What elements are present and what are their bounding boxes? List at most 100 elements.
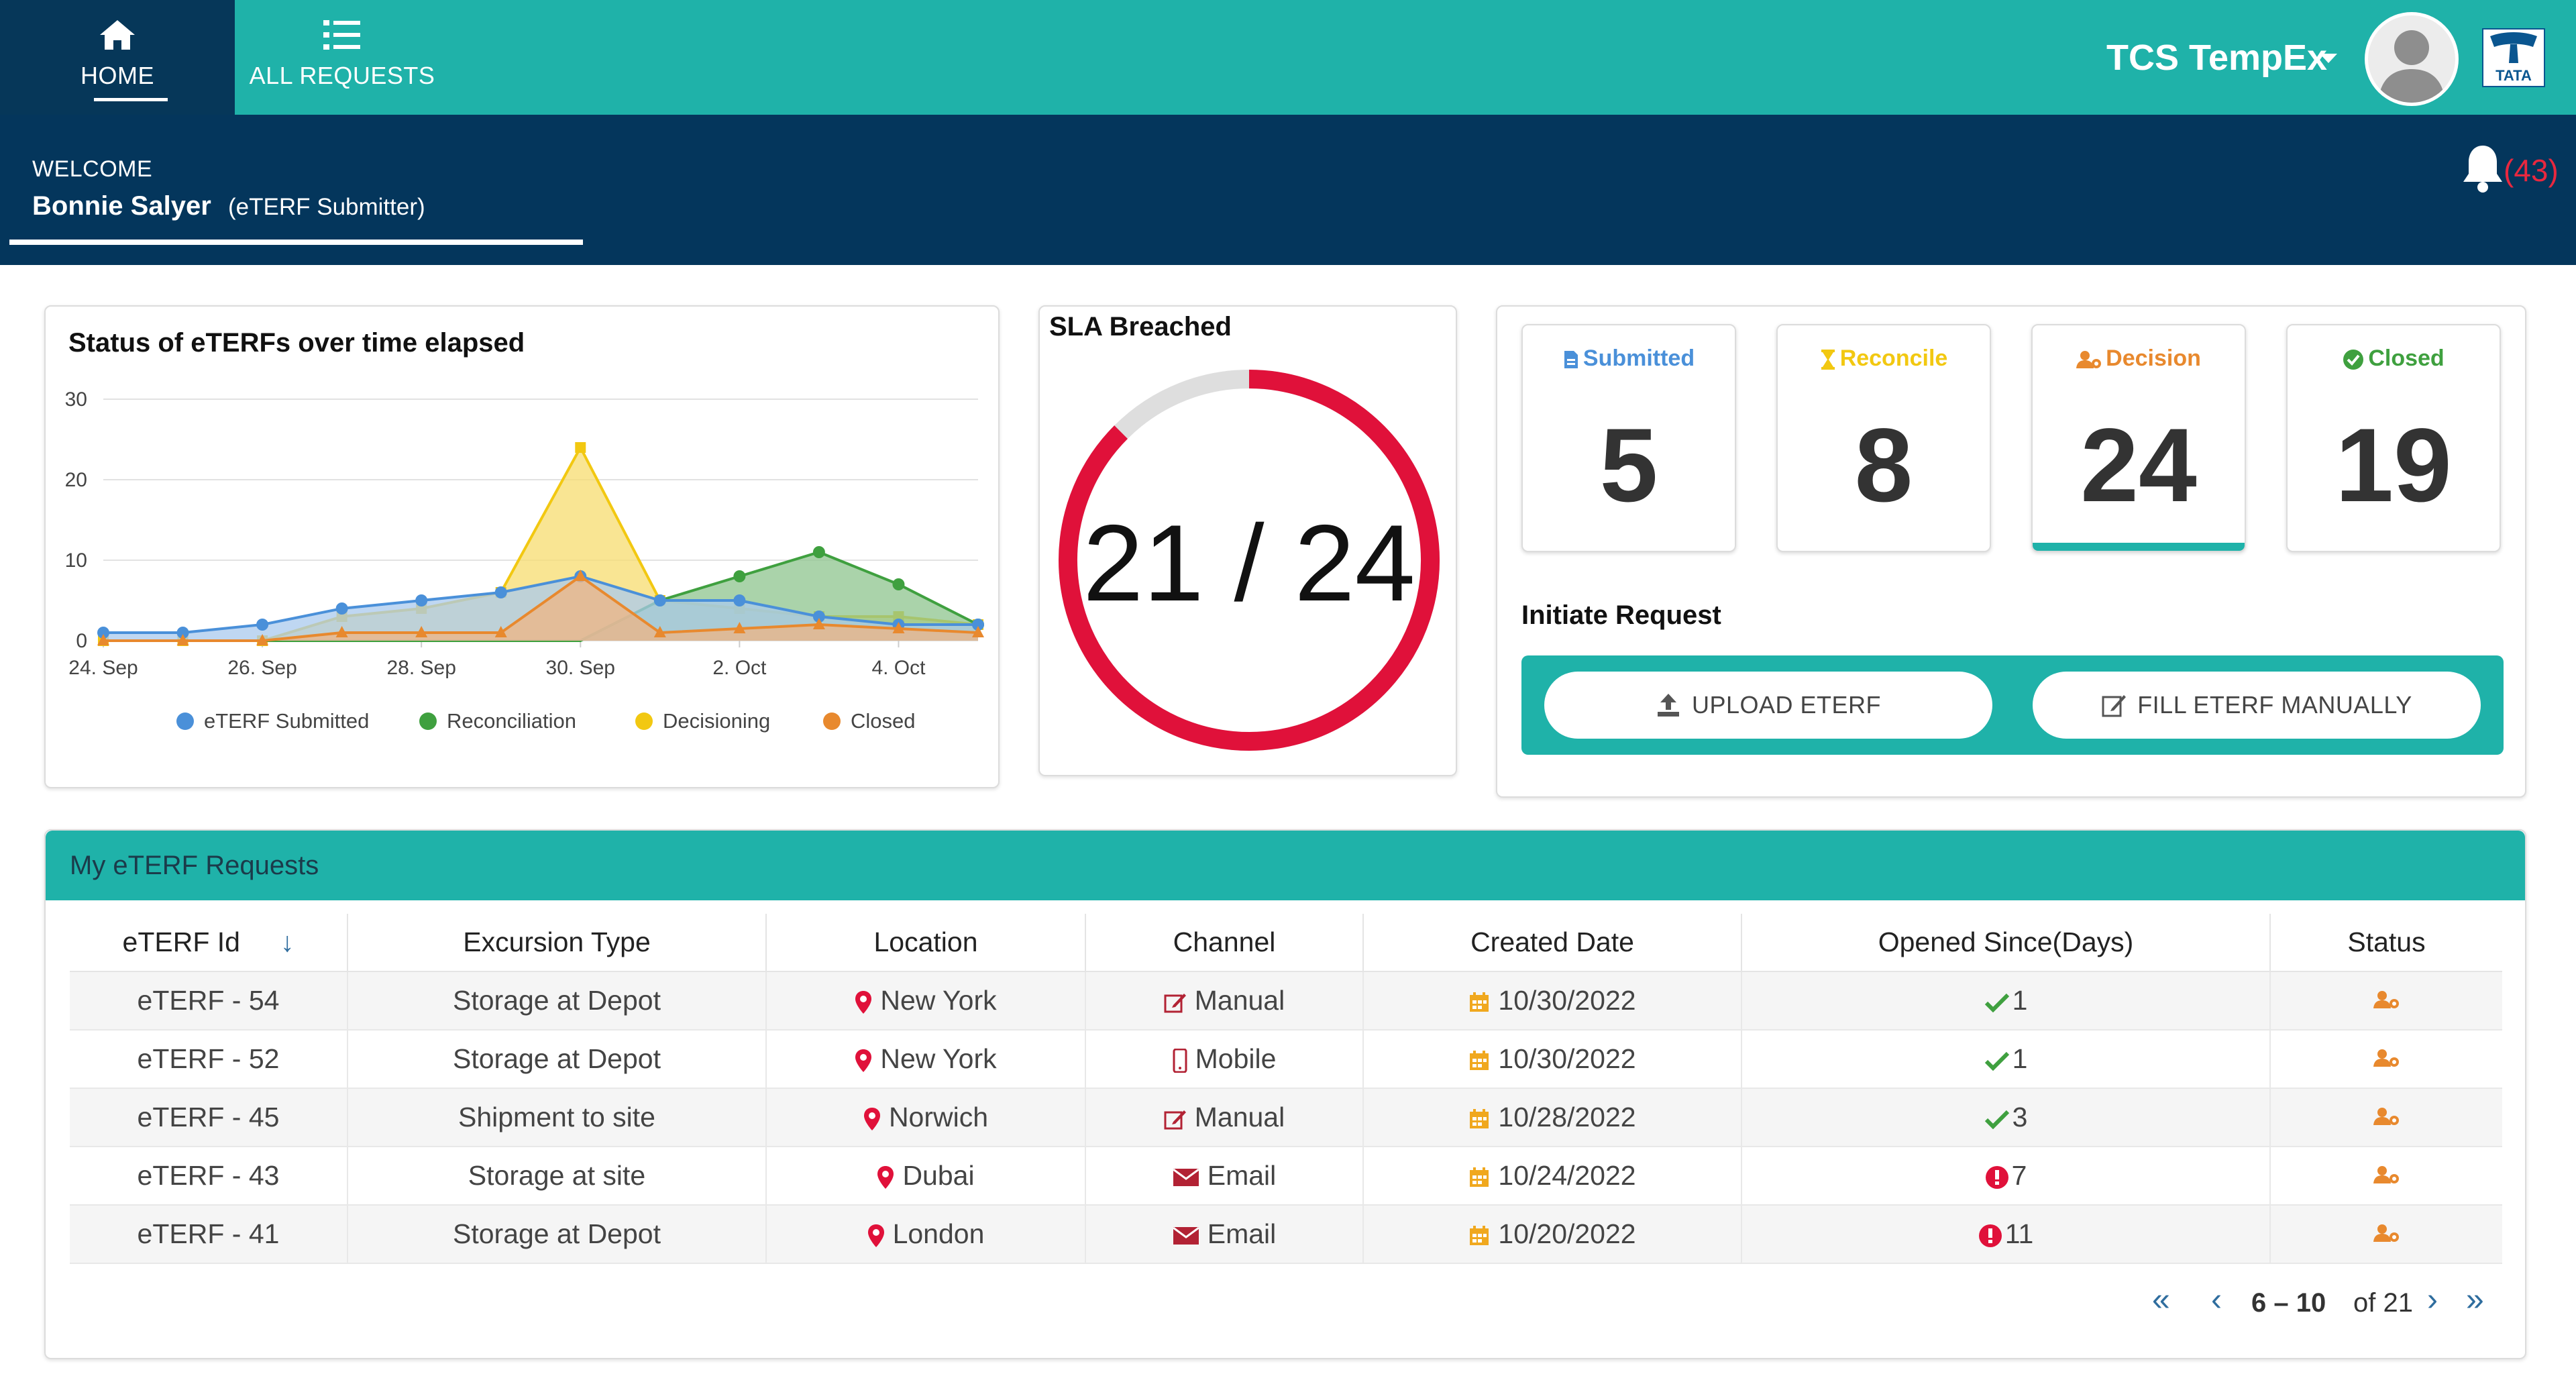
table-row[interactable]: eTERF - 52 Storage at Depot New York Mob… <box>70 1030 2502 1089</box>
eterf-id-link[interactable]: eTERF - 54 <box>70 971 348 1030</box>
legend-marker <box>419 712 437 730</box>
edit-icon <box>1164 994 1186 1013</box>
status-cell[interactable] <box>2270 1205 2502 1264</box>
created-date-text: 10/28/2022 <box>1498 1102 1636 1132</box>
stat-decision-label: Decision <box>2106 346 2201 371</box>
stat-submitted[interactable]: Submitted 5 <box>1521 324 1736 552</box>
user-cog-icon[interactable] <box>2373 990 2400 1010</box>
check-circle-icon <box>2343 350 2364 370</box>
table-row[interactable]: eTERF - 45 Shipment to site Norwich Manu… <box>70 1088 2502 1147</box>
location-cell: London <box>766 1205 1086 1264</box>
next-page-button[interactable]: › <box>2427 1282 2438 1318</box>
column-header-created-date[interactable]: Created Date <box>1363 914 1742 972</box>
y-tick-label: 20 <box>65 469 87 491</box>
initiate-request-label: Initiate Request <box>1521 600 1721 630</box>
data-point <box>494 626 507 637</box>
mobile-icon <box>1173 1049 1187 1073</box>
caret-down-icon[interactable] <box>2320 54 2337 63</box>
stat-closed[interactable]: Closed 19 <box>2286 324 2501 552</box>
stat-closed-value: 19 <box>2335 407 2452 524</box>
brand-name[interactable]: TCS TempEx <box>2106 38 2328 78</box>
data-point <box>335 626 348 637</box>
column-header-excursion[interactable]: Excursion Type <box>347 914 767 972</box>
data-point <box>256 634 269 645</box>
status-cell[interactable] <box>2270 1030 2502 1089</box>
column-header-status[interactable]: Status <box>2270 914 2502 972</box>
sort-down-icon[interactable]: ↓ <box>280 927 294 957</box>
top-nav: HOME ALL REQUESTS TCS TempEx TATA <box>0 0 2576 115</box>
location-cell: Dubai <box>766 1147 1086 1206</box>
channel-cell: Email <box>1085 1147 1364 1206</box>
user-cog-icon[interactable] <box>2373 1048 2400 1068</box>
eterf-id-link[interactable]: eTERF - 43 <box>70 1147 348 1206</box>
column-header-id[interactable]: eTERF Id ↓ <box>70 914 348 972</box>
excursion-type: Storage at Depot <box>347 971 767 1030</box>
data-point <box>415 594 428 606</box>
y-tick-label: 10 <box>65 549 87 572</box>
calendar-icon <box>1470 1226 1489 1246</box>
table-row[interactable]: eTERF - 54 Storage at Depot New York Man… <box>70 971 2502 1030</box>
user-cog-icon[interactable] <box>2373 1165 2400 1185</box>
calendar-icon <box>1470 1109 1489 1129</box>
excursion-type: Storage at Depot <box>347 1205 767 1264</box>
stat-closed-label: Closed <box>2368 346 2445 371</box>
stat-decision[interactable]: Decision 24 <box>2031 324 2246 552</box>
column-header-location[interactable]: Location <box>766 914 1086 972</box>
excursion-type: Storage at site <box>347 1147 767 1206</box>
excursion-type: Storage at Depot <box>347 1030 767 1089</box>
first-page-button[interactable]: « <box>2152 1282 2170 1318</box>
data-point <box>812 546 825 558</box>
nav-all-requests-tab[interactable]: ALL REQUESTS <box>235 0 449 115</box>
table-row[interactable]: eTERF - 43 Storage at site Dubai Email 1… <box>70 1147 2502 1206</box>
user-cog-icon[interactable] <box>2373 1106 2400 1126</box>
list-icon <box>323 20 360 50</box>
user-role: (eTERF Submitter) <box>228 194 425 220</box>
previous-page-button[interactable]: ‹ <box>2211 1282 2222 1318</box>
map-marker-icon <box>863 1108 880 1131</box>
opened-since-cell: 11 <box>1741 1205 2271 1264</box>
map-marker-icon <box>855 1049 872 1073</box>
avatar[interactable] <box>2365 12 2459 106</box>
upload-icon <box>1657 694 1679 717</box>
data-point <box>812 618 825 629</box>
eterf-id-link[interactable]: eTERF - 41 <box>70 1205 348 1264</box>
notification-count[interactable]: (43) <box>2504 153 2559 188</box>
chart-title: Status of eTERFs over time elapsed <box>68 328 525 358</box>
eterf-id-link[interactable]: eTERF - 52 <box>70 1030 348 1089</box>
stat-reconcile[interactable]: Reconcile 8 <box>1776 324 1991 552</box>
data-point <box>97 634 109 645</box>
user-name: Bonnie Salyer <box>32 191 211 221</box>
channel-text: Manual <box>1194 985 1285 1016</box>
x-tick-label: 28. Sep <box>386 657 455 679</box>
location-cell: Norwich <box>766 1088 1086 1147</box>
data-point <box>653 626 666 637</box>
x-tick-label: 26. Sep <box>227 657 297 679</box>
created-date-cell: 10/24/2022 <box>1363 1147 1742 1206</box>
last-page-button[interactable]: » <box>2466 1282 2484 1318</box>
eterf-id-link[interactable]: eTERF - 45 <box>70 1088 348 1147</box>
status-cell[interactable] <box>2270 1147 2502 1206</box>
fill-eterf-manually-button[interactable]: FILL ETERF MANUALLY <box>2033 672 2481 739</box>
column-header-channel[interactable]: Channel <box>1085 914 1364 972</box>
sla-donut <box>1059 370 1440 751</box>
welcome-label: WELCOME <box>32 156 153 182</box>
status-cell[interactable] <box>2270 971 2502 1030</box>
legend-label: Reconciliation <box>447 709 576 733</box>
nav-home-tab[interactable]: HOME <box>0 0 235 115</box>
upload-eterf-button[interactable]: UPLOAD ETERF <box>1544 672 1992 739</box>
opened-since-text: 1 <box>2012 1043 2028 1074</box>
user-cog-icon[interactable] <box>2373 1223 2400 1243</box>
opened-since-cell: 3 <box>1741 1088 2271 1147</box>
hourglass-icon <box>1821 350 1835 370</box>
column-header-opened-since[interactable]: Opened Since(Days) <box>1741 914 2271 972</box>
location-cell: New York <box>766 971 1086 1030</box>
check-icon <box>1984 1052 2009 1071</box>
sla-value: 21 / 24 <box>1083 503 1415 624</box>
table-row[interactable]: eTERF - 41 Storage at Depot London Email… <box>70 1205 2502 1264</box>
stat-reconcile-label: Reconcile <box>1839 346 1948 371</box>
channel-cell: Email <box>1085 1205 1364 1264</box>
bell-icon[interactable] <box>2461 142 2505 195</box>
data-point <box>574 570 587 581</box>
status-cell[interactable] <box>2270 1088 2502 1147</box>
legend-label: eTERF Submitted <box>204 709 369 733</box>
